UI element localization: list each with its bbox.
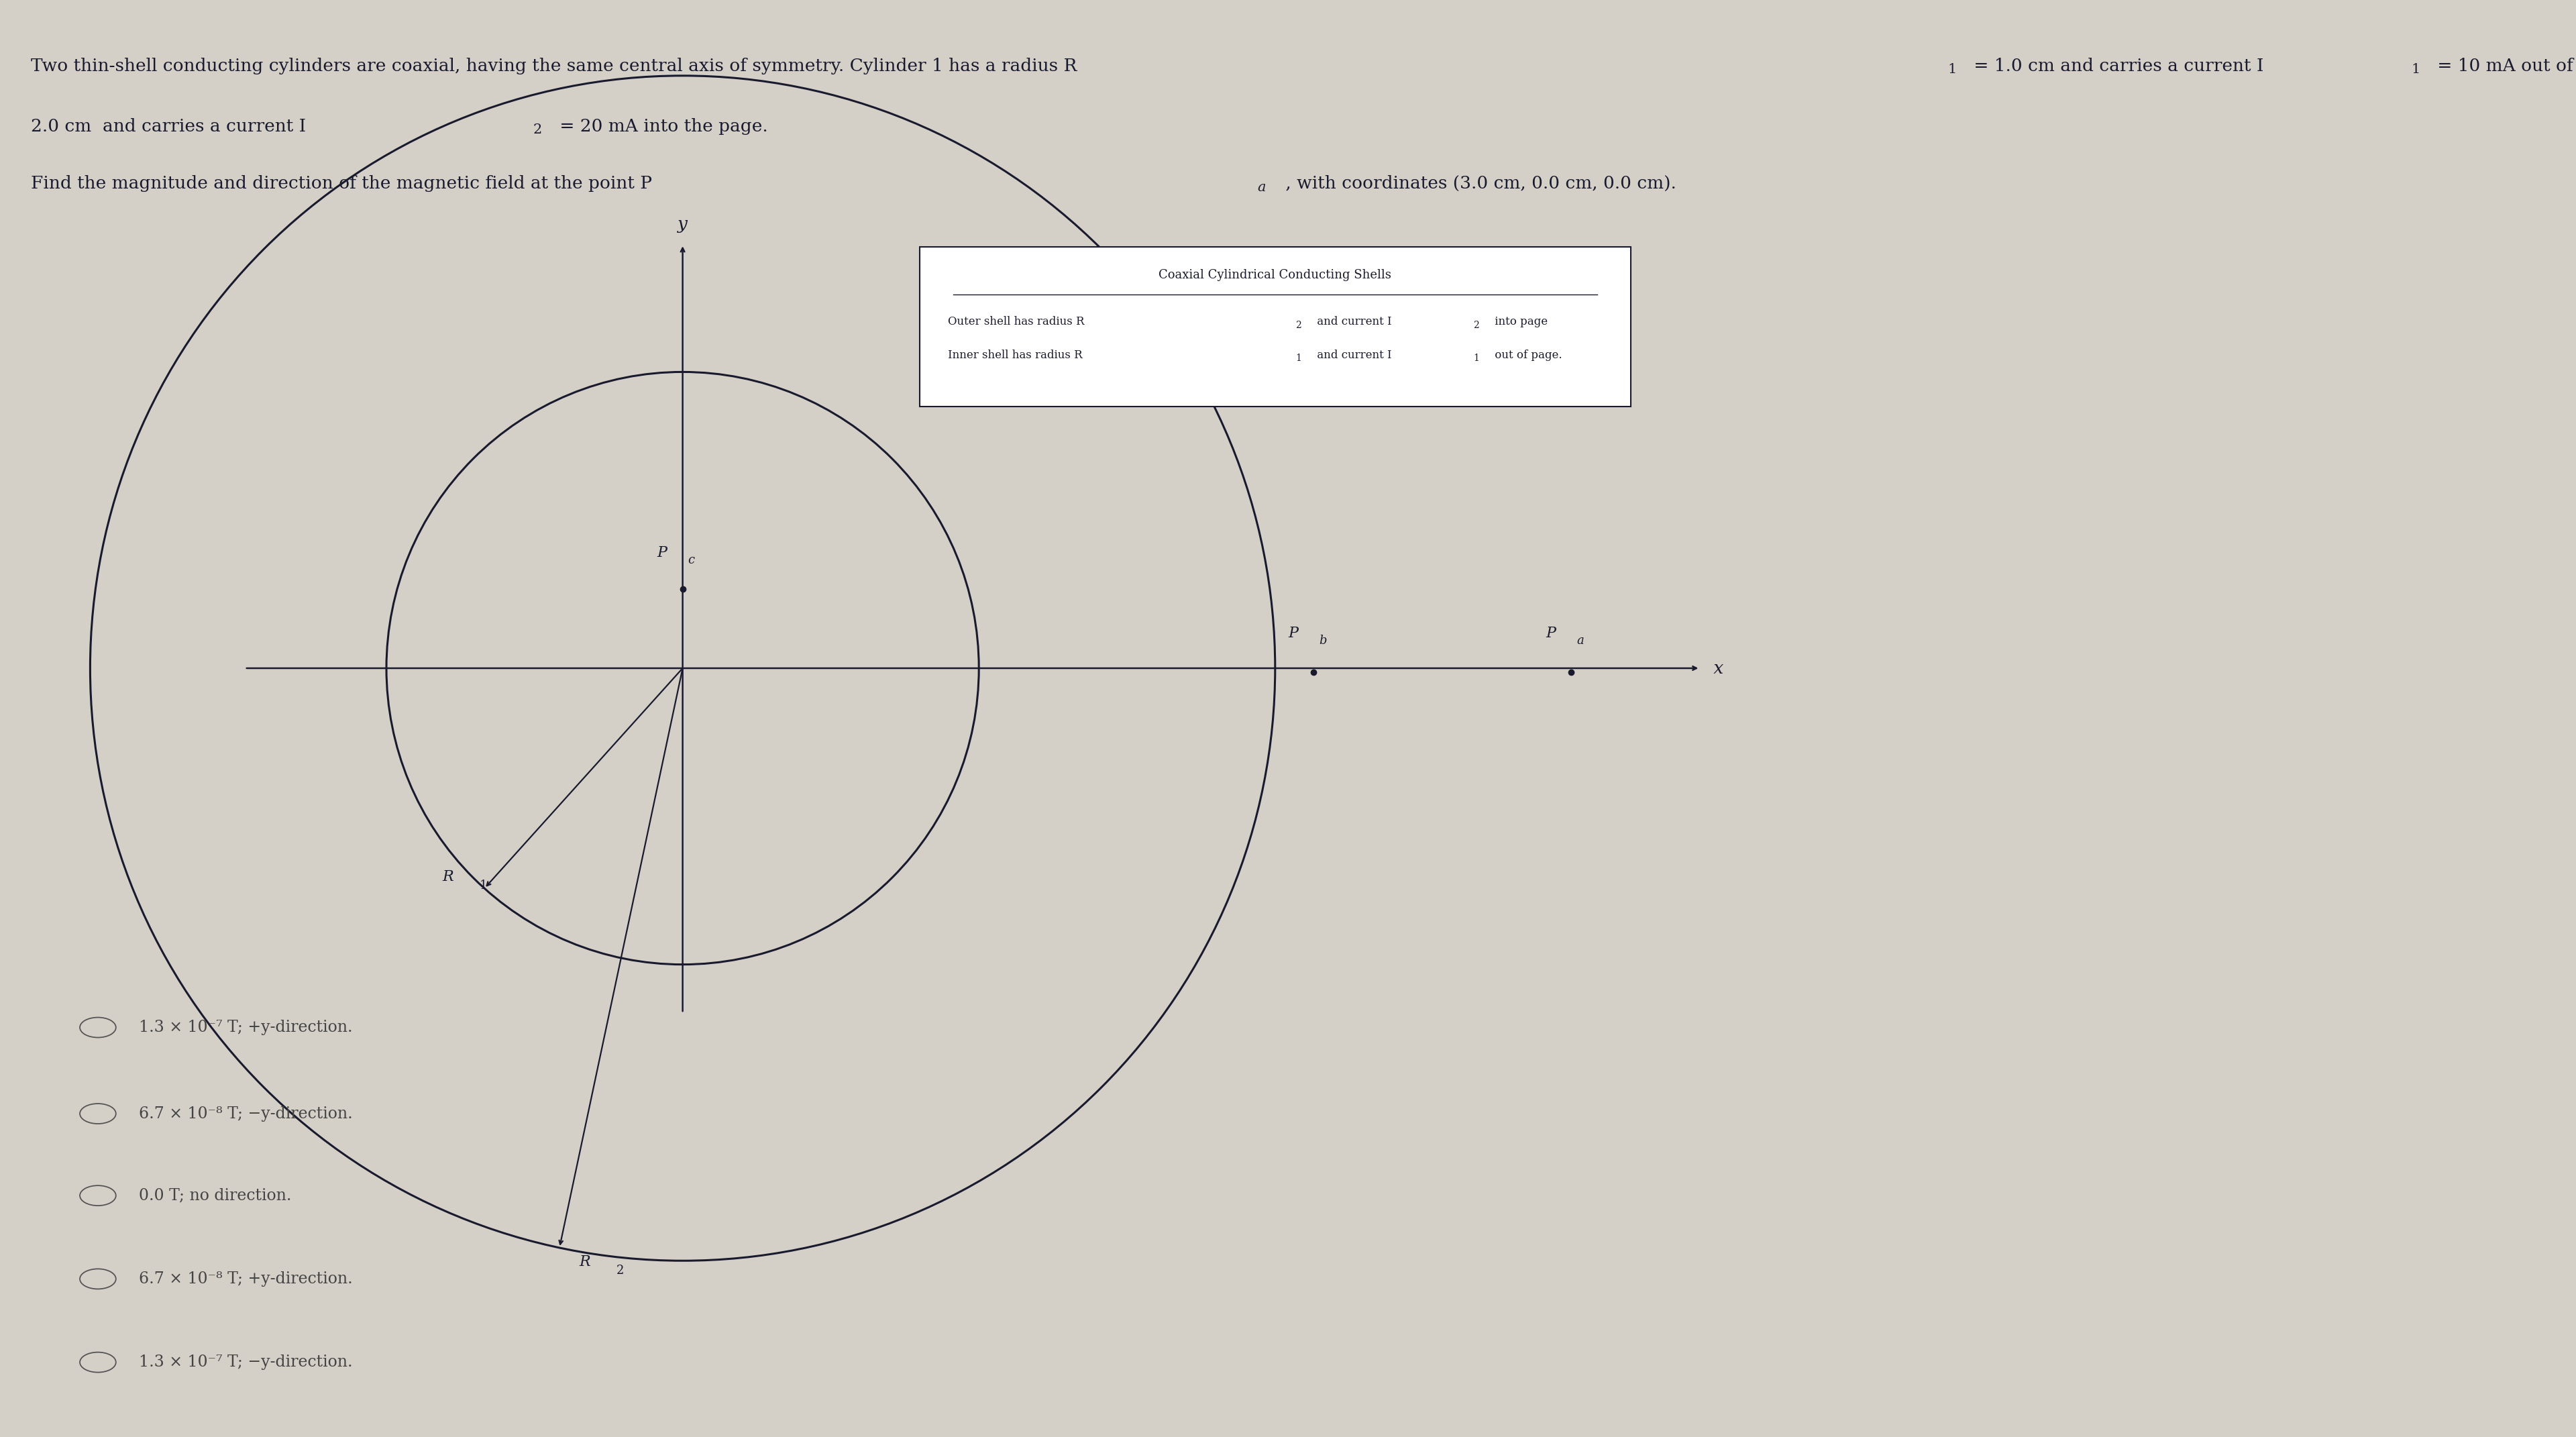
Text: a: a (1257, 181, 1265, 194)
Text: P: P (657, 546, 667, 560)
Text: 6.7 × 10⁻⁸ T; +y-direction.: 6.7 × 10⁻⁸ T; +y-direction. (139, 1272, 353, 1286)
Text: y: y (677, 216, 688, 233)
Text: = 1.0 cm and carries a current I: = 1.0 cm and carries a current I (1968, 57, 2264, 75)
Text: = 10 mA out of the page; cylinder 2 has a radius R: = 10 mA out of the page; cylinder 2 has … (2432, 57, 2576, 75)
Text: 0.0 T; no direction.: 0.0 T; no direction. (139, 1188, 291, 1203)
Text: into page: into page (1492, 316, 1548, 328)
Text: 2: 2 (1296, 320, 1301, 331)
Text: 2: 2 (533, 124, 541, 137)
Text: 2: 2 (616, 1265, 623, 1277)
Text: R: R (580, 1255, 590, 1269)
Text: 2.0 cm  and carries a current I: 2.0 cm and carries a current I (31, 118, 307, 135)
Text: 1: 1 (1947, 63, 1955, 76)
Text: P: P (1288, 627, 1298, 641)
Text: 1: 1 (1473, 354, 1479, 364)
Text: = 20 mA into the page.: = 20 mA into the page. (554, 118, 768, 135)
Text: 1: 1 (2411, 63, 2419, 76)
Text: P: P (1546, 627, 1556, 641)
Text: , with coordinates (3.0 cm, 0.0 cm, 0.0 cm).: , with coordinates (3.0 cm, 0.0 cm, 0.0 … (1280, 175, 1677, 193)
Text: 2: 2 (1473, 320, 1479, 331)
Text: Two thin-shell conducting cylinders are coaxial, having the same central axis of: Two thin-shell conducting cylinders are … (31, 57, 1077, 75)
Text: a: a (1577, 635, 1584, 647)
Text: Coaxial Cylindrical Conducting Shells: Coaxial Cylindrical Conducting Shells (1159, 269, 1391, 280)
Text: b: b (1319, 635, 1327, 647)
Text: 1: 1 (1296, 354, 1301, 364)
Text: Outer shell has radius R: Outer shell has radius R (948, 316, 1084, 328)
Text: 1: 1 (479, 879, 487, 891)
Text: out of page.: out of page. (1492, 349, 1564, 361)
Text: Inner shell has radius R: Inner shell has radius R (948, 349, 1082, 361)
Text: c: c (688, 555, 696, 566)
Text: and current I: and current I (1314, 316, 1391, 328)
Text: 1.3 × 10⁻⁷ T; −y-direction.: 1.3 × 10⁻⁷ T; −y-direction. (139, 1355, 353, 1369)
Text: Find the magnitude and direction of the magnetic field at the point P: Find the magnitude and direction of the … (31, 175, 652, 193)
Text: R: R (443, 869, 453, 884)
FancyBboxPatch shape (920, 247, 1631, 407)
Text: and current I: and current I (1314, 349, 1391, 361)
Text: x: x (1708, 660, 1723, 677)
Text: 1.3 × 10⁻⁷ T; +y-direction.: 1.3 × 10⁻⁷ T; +y-direction. (139, 1020, 353, 1035)
Text: 6.7 × 10⁻⁸ T; −y-direction.: 6.7 × 10⁻⁸ T; −y-direction. (139, 1106, 353, 1121)
